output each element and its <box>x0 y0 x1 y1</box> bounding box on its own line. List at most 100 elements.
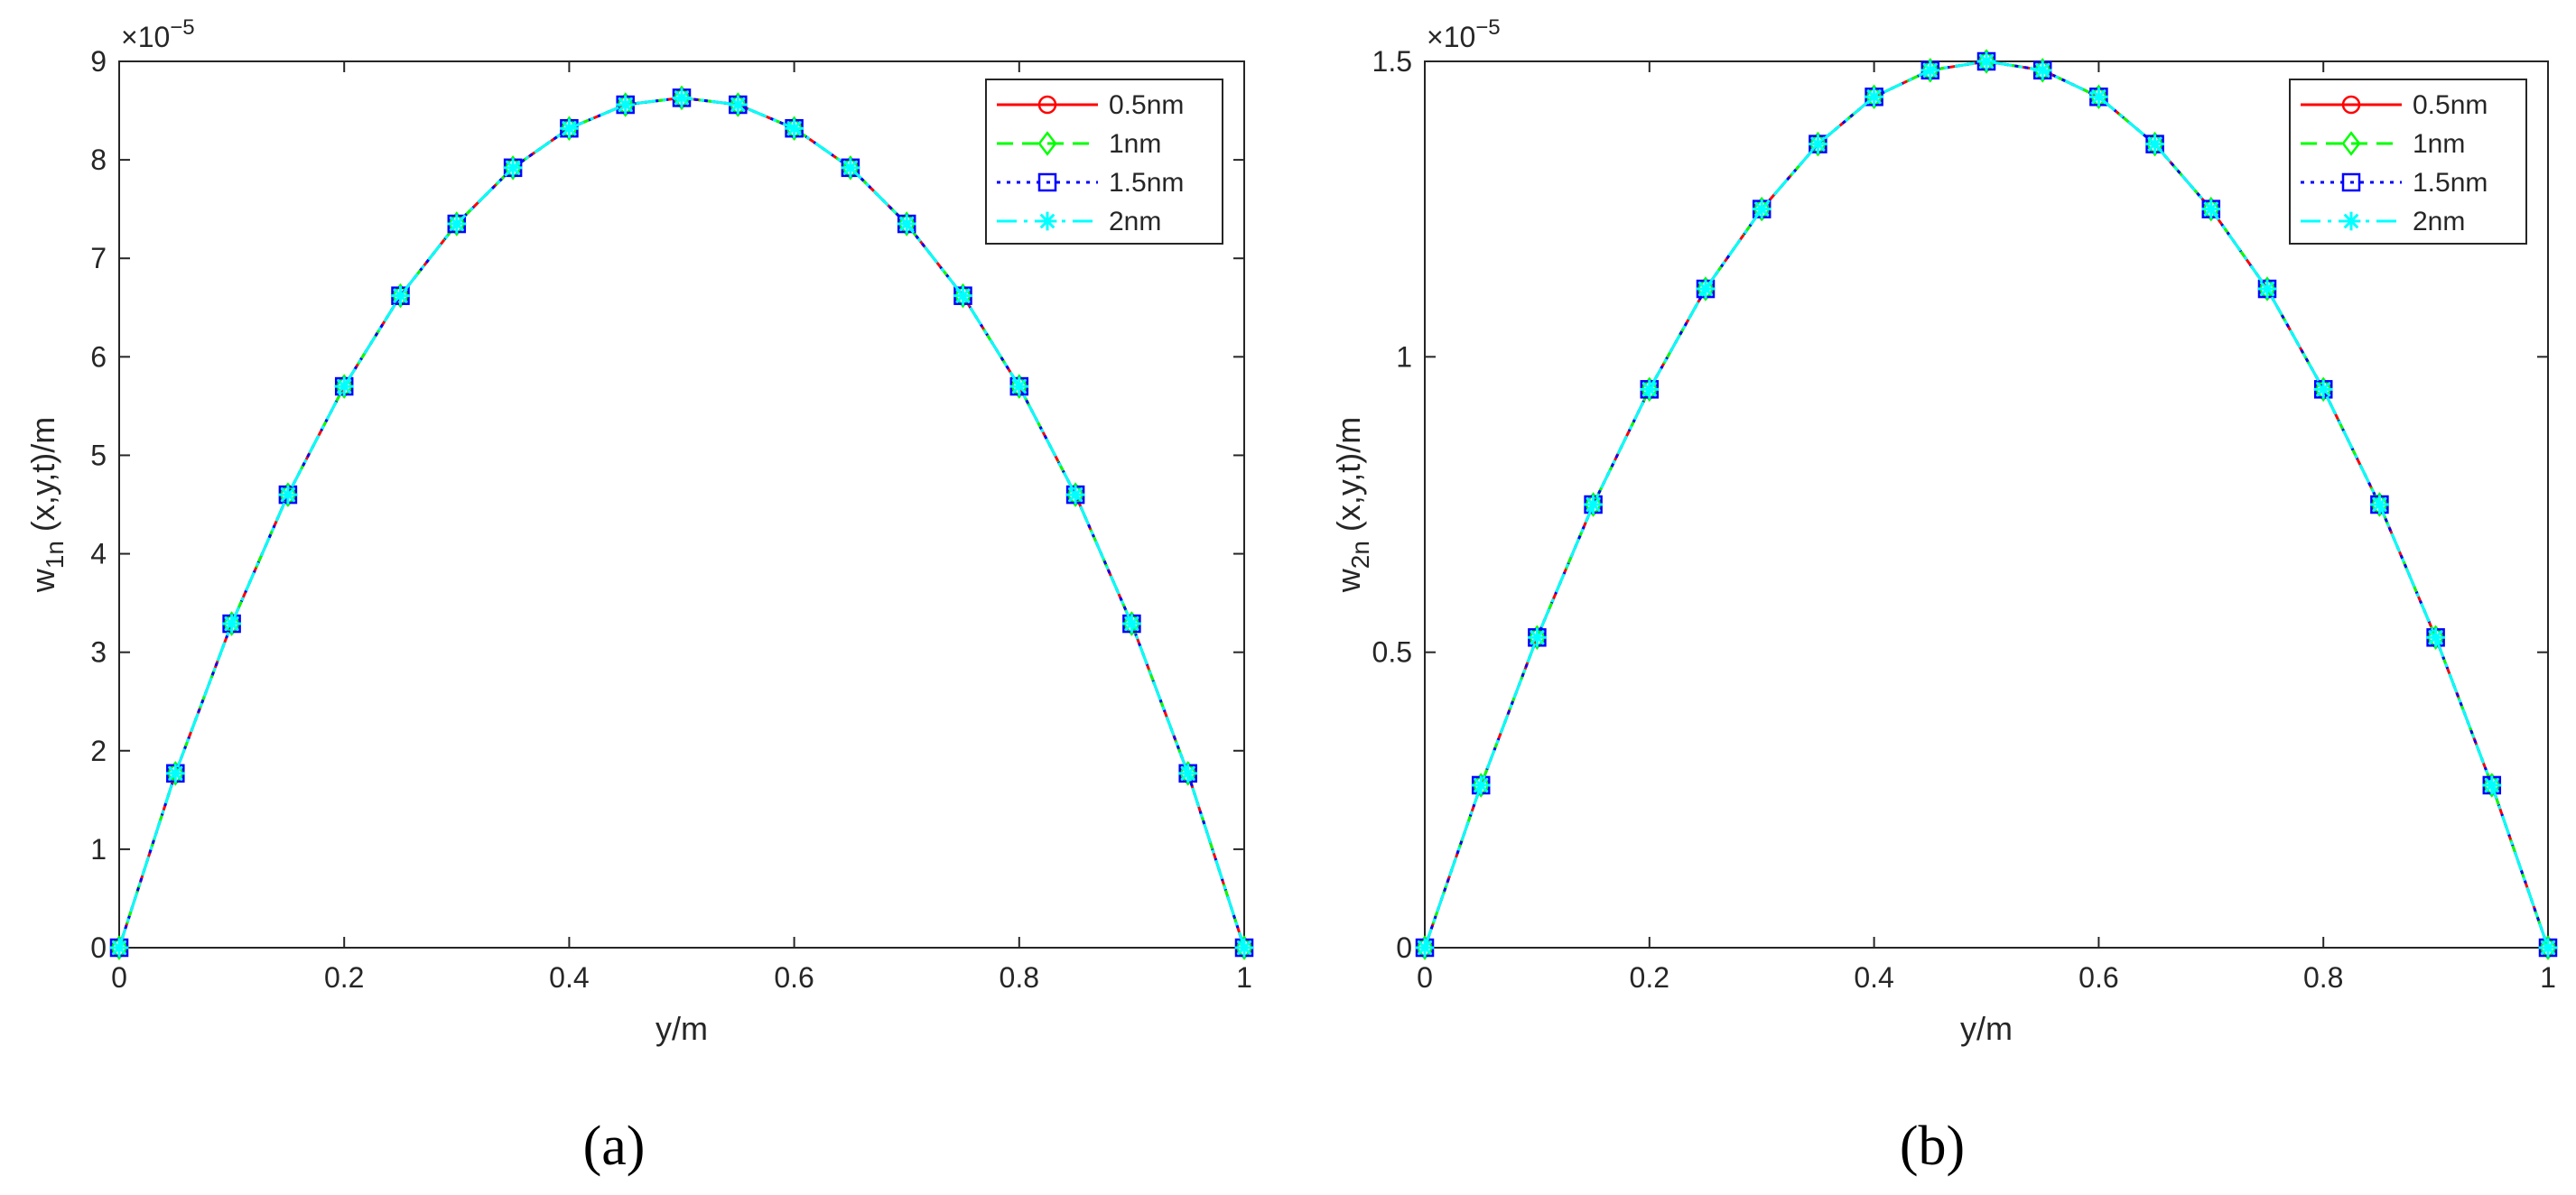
panel-a-legend-entry: 1nm <box>997 129 1161 159</box>
panel-b-legend-entry: 2nm <box>2301 207 2465 236</box>
panel-b-data-point <box>1976 51 1996 71</box>
panel-a-data-point <box>560 118 579 138</box>
panel-b-legend-marker <box>2341 211 2361 231</box>
panel-b-series-2nm <box>1415 51 2558 958</box>
panel-a-data-point <box>897 214 916 234</box>
panel-a-ytick-label: 7 <box>90 242 107 274</box>
panel-b-data-point <box>2313 379 2333 399</box>
panel-a-legend-label: 1nm <box>1109 129 1161 159</box>
panel-b-data-point <box>1584 495 1603 514</box>
panel-b-ytick-label: 1.5 <box>1372 45 1412 78</box>
panel-b-legend-label: 1.5nm <box>2413 168 2488 198</box>
panel-a-data-point <box>953 286 972 306</box>
panel-a-legend-label: 0.5nm <box>1109 90 1184 120</box>
panel-b-legend-label: 0.5nm <box>2413 90 2488 120</box>
panel-a-data-point <box>503 158 523 178</box>
panel-a-data-point <box>334 376 354 396</box>
panel-a-legend-box <box>985 79 1223 245</box>
panel-a-ylabel: w1n (x,y,t)/m <box>24 417 69 593</box>
panel-b-xlabel: y/m <box>1960 1010 2013 1047</box>
panel-a-xtick-label: 0 <box>111 961 127 994</box>
panel-a-data-point <box>785 118 804 138</box>
panel-a-data-point <box>447 214 467 234</box>
panel-b-legend-box <box>2289 79 2527 245</box>
panel-a-data-point <box>616 95 636 115</box>
panel-a-ytick-label: 2 <box>90 735 107 767</box>
panel-b-data-point <box>2032 60 2052 80</box>
panel-b-legend-label: 2nm <box>2413 207 2465 236</box>
panel-a-legend-entry: 0.5nm <box>997 90 1184 120</box>
panel-b-data-point <box>2201 199 2221 219</box>
panel-a-legend-entry: 1.5nm <box>997 168 1184 198</box>
panel-a-data-point <box>1122 614 1141 634</box>
panel-a-data-point <box>109 938 129 958</box>
panel-a-xtick-label: 1 <box>1236 961 1252 994</box>
panel-b-caption-label: (b) <box>1900 1116 1965 1177</box>
panel-a-legend-marker <box>1037 131 1057 156</box>
panel-a-xtick-label: 0.6 <box>774 961 814 994</box>
panel-b-data-point <box>1809 134 1827 154</box>
panel-a-data-point <box>391 286 410 306</box>
panel-b: 0 0.2 0.4 0.6 0.8 1 0 0.5 1 1.5 ×10−5 y/m w2n (x,y,t… <box>1330 15 2558 1177</box>
panel-b-data-point <box>2257 279 2277 299</box>
panel-b-ylabel: w2n (x,y,t)/m <box>1330 417 1374 593</box>
panel-b-series-line <box>1423 60 2550 949</box>
panel-b-y-multiplier: ×10−5 <box>1427 15 1501 53</box>
panel-b-legend-label: 1nm <box>2413 129 2465 159</box>
panel-a-xtick-label: 0.8 <box>1000 961 1039 994</box>
panel-a-xtick-label: 0.2 <box>324 961 364 994</box>
panel-b-legend-entry: 1.5nm <box>2301 168 2488 198</box>
panel-a-xtick-label: 0.4 <box>549 961 589 994</box>
panel-b-xtick-label: 0 <box>1417 961 1433 994</box>
panel-a-ytick-label: 9 <box>90 45 107 78</box>
panel-b-xtick-label: 0.8 <box>2303 961 2343 994</box>
panel-b-data-point <box>2145 134 2164 154</box>
panel-b-legend-entry: 1nm <box>2301 129 2465 159</box>
panel-a-caption-label: (a) <box>583 1116 646 1177</box>
panel-a-ytick-label: 6 <box>90 340 107 373</box>
panel-a-legend-entry: 2nm <box>997 207 1161 236</box>
panel-a-data-point <box>278 485 298 505</box>
panel-a-legend-marker <box>1037 95 1057 115</box>
panel-a-ytick-label: 3 <box>90 636 107 669</box>
panel-a-legend: 0.5nm 1nm 1.5nm 2nm <box>985 79 1223 245</box>
panel-b-legend: 0.5nm 1nm 1.5nm 2nm <box>2289 79 2527 245</box>
panel-b-legend-marker <box>2341 172 2361 192</box>
panel-b-data-point <box>1415 938 1435 958</box>
panel-a-legend-label: 1.5nm <box>1109 168 1184 198</box>
panel-a-series-2nm <box>109 88 1254 958</box>
panel-b-data-point <box>2426 627 2445 647</box>
panel-a-ytick-label: 8 <box>90 144 107 176</box>
panel-a-data-point <box>1178 764 1198 783</box>
panel-a-data-point <box>1065 485 1085 505</box>
panel-a-legend-label: 2nm <box>1109 207 1161 236</box>
panel-b-data-point <box>1640 379 1660 399</box>
panel-b-ytick-label: 1 <box>1396 340 1412 373</box>
panel-a-data-point <box>728 95 748 115</box>
panel-a-ytick-label: 0 <box>90 931 107 964</box>
panel-b-data-point <box>2482 775 2502 795</box>
panel-b-legend-marker <box>2341 131 2361 156</box>
panel-b-legend-marker <box>2341 95 2361 115</box>
panel-b-data-point <box>1865 87 1883 107</box>
panel-b-data-point <box>2370 495 2389 514</box>
panel-a-legend-marker <box>1037 211 1057 231</box>
panel-a-ytick-label: 4 <box>90 538 107 570</box>
panel-a-ytick-label: 5 <box>90 439 107 471</box>
panel-b-xtick-label: 0.4 <box>1854 961 1893 994</box>
panel-b-data-point <box>2089 87 2108 107</box>
panel-b-data-point <box>2538 938 2558 958</box>
panel-a-data-point <box>165 764 185 783</box>
panel-b-data-point <box>1471 775 1491 795</box>
panel-a-data-point <box>1234 938 1254 958</box>
panel-b-data-point <box>1696 279 1716 299</box>
panel-a: 0 0.2 0.4 0.6 0.8 1 0 1 2 3 4 5 6 7 8 9 ×10−5 y/m w1n (x,y… <box>24 15 1254 1177</box>
panel-a-ytick-label: 1 <box>90 833 107 866</box>
panel-b-xtick-label: 1 <box>2540 961 2556 994</box>
panel-b-data-point <box>1920 60 1940 80</box>
panel-a-data-point <box>222 614 241 634</box>
panel-a-data-point <box>1009 376 1029 396</box>
panel-b-xtick-label: 0.6 <box>2078 961 2118 994</box>
panel-a-data-point <box>672 88 692 107</box>
